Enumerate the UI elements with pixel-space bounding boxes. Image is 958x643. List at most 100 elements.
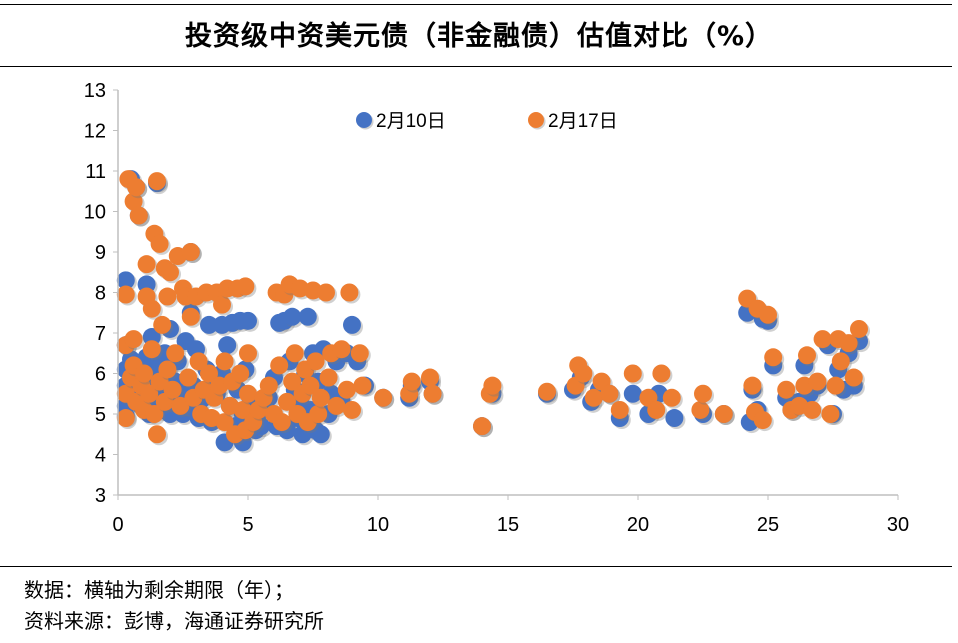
x-tick-label: 15 xyxy=(497,514,519,536)
data-point xyxy=(759,305,777,324)
data-point xyxy=(200,315,218,334)
data-point xyxy=(231,364,250,383)
data-point xyxy=(311,425,330,444)
data-point xyxy=(306,352,325,371)
data-point xyxy=(694,384,712,403)
data-point xyxy=(831,352,850,371)
data-point xyxy=(142,340,161,359)
series-2 xyxy=(116,170,870,446)
data-point xyxy=(181,243,200,261)
bottom-rule xyxy=(0,566,952,567)
data-point xyxy=(283,307,302,326)
data-point xyxy=(150,234,169,253)
footnote-source: 资料来源：彭博，海通证券研究所 xyxy=(24,609,324,633)
data-point xyxy=(298,307,317,326)
data-point xyxy=(340,283,359,302)
data-point xyxy=(116,285,135,304)
data-point xyxy=(127,178,146,197)
y-tick-label: 4 xyxy=(95,445,106,467)
data-point xyxy=(145,405,164,423)
data-point xyxy=(353,376,372,395)
data-point xyxy=(483,376,502,395)
data-point xyxy=(285,344,304,363)
data-point xyxy=(311,388,330,407)
data-point xyxy=(374,388,393,407)
data-point xyxy=(808,372,827,391)
data-point xyxy=(171,396,190,415)
top-rule xyxy=(0,4,952,5)
data-point xyxy=(803,400,822,419)
data-point xyxy=(743,376,762,395)
data-point xyxy=(813,330,832,349)
y-tick-label: 3 xyxy=(95,485,106,507)
data-point xyxy=(402,372,421,391)
data-point xyxy=(137,255,156,274)
data-point xyxy=(116,271,135,290)
data-point xyxy=(337,380,356,399)
data-point xyxy=(213,295,231,314)
data-point xyxy=(662,388,681,407)
data-point xyxy=(272,413,291,432)
title-rule xyxy=(0,66,952,67)
data-point xyxy=(259,376,278,395)
legend-marker xyxy=(528,112,544,128)
y-tick-label: 6 xyxy=(95,364,106,386)
y-tick-label: 11 xyxy=(85,161,106,183)
data-point xyxy=(148,425,166,444)
data-point xyxy=(153,315,172,334)
data-point xyxy=(839,334,858,353)
data-point xyxy=(826,376,845,395)
y-tick-label: 5 xyxy=(95,404,106,426)
data-point xyxy=(239,344,257,363)
data-point xyxy=(343,315,361,334)
data-point xyxy=(239,384,257,403)
data-point xyxy=(181,307,200,326)
data-point xyxy=(665,409,684,428)
data-point xyxy=(179,368,198,387)
legend: 2月10日 2月17日 xyxy=(356,111,618,132)
data-point xyxy=(317,283,335,302)
data-point xyxy=(239,311,257,330)
legend-marker xyxy=(356,112,372,128)
data-point xyxy=(319,368,338,387)
data-point xyxy=(714,405,733,423)
x-tick-label: 30 xyxy=(887,514,909,536)
data-point xyxy=(623,364,642,383)
data-point xyxy=(124,192,143,211)
data-point xyxy=(142,299,161,318)
data-point xyxy=(327,396,346,415)
data-point xyxy=(350,344,369,363)
data-point xyxy=(124,330,143,349)
y-tick-label: 10 xyxy=(84,202,106,224)
data-point xyxy=(623,384,642,403)
data-point xyxy=(163,380,182,399)
data-point xyxy=(691,400,710,419)
y-tick-label: 13 xyxy=(84,80,106,102)
data-point xyxy=(301,376,320,395)
data-point xyxy=(140,384,159,403)
data-point xyxy=(647,400,666,419)
data-point xyxy=(574,364,593,383)
data-point xyxy=(753,411,772,430)
chart-title: 投资级中资美元债（非金融债）估值对比（%） xyxy=(184,21,774,52)
data-point xyxy=(652,364,671,383)
data-point xyxy=(283,372,302,391)
plot-points xyxy=(116,170,870,454)
legend-label: 2月17日 xyxy=(548,111,618,132)
x-tick-label: 25 xyxy=(757,514,779,536)
data-point xyxy=(270,356,289,375)
data-point xyxy=(777,380,796,399)
data-point xyxy=(473,417,491,436)
x-tick-label: 20 xyxy=(627,514,649,536)
data-point xyxy=(764,348,783,367)
axes: 3 4 5 6 7 8 9 10 11 12 13 0 5 10 15 20 25 30 xyxy=(84,80,909,536)
data-point xyxy=(135,364,153,383)
data-point xyxy=(200,364,218,383)
data-point xyxy=(538,382,556,401)
data-point xyxy=(215,352,234,371)
data-point xyxy=(421,368,439,387)
footnote-data: 数据：横轴为剩余期限（年）； xyxy=(24,578,294,602)
data-point xyxy=(278,392,296,411)
scatter-chart: 3 4 5 6 7 8 9 10 11 12 13 0 5 10 15 20 25 30 2月10日 2月17日 xyxy=(84,80,909,536)
data-point xyxy=(189,352,208,371)
